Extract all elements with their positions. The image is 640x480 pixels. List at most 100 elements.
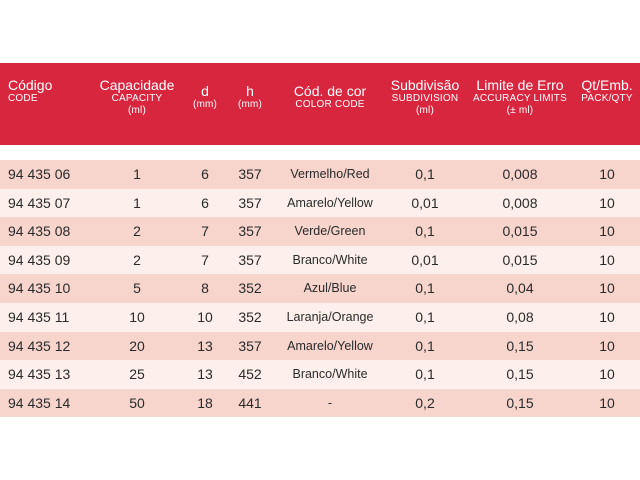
cell-limit: 0,04 bbox=[506, 280, 534, 297]
header-accuracy-main: Limite de Erro bbox=[476, 77, 564, 93]
cell-d: 7 bbox=[201, 223, 209, 240]
cell-color: Amarelo/Yellow bbox=[287, 195, 373, 210]
header-code-sub: CODE bbox=[8, 93, 38, 105]
cell-d: 6 bbox=[201, 194, 209, 211]
cell-capacity: 50 bbox=[129, 394, 145, 411]
header-d: d (mm) bbox=[185, 83, 225, 111]
table-row: 94 435 13 25 13 452 Branco/White 0,1 0,15 10 bbox=[0, 360, 640, 389]
cell-d: 8 bbox=[201, 280, 209, 297]
table-row: 94 435 11 10 10 352 Laranja/Orange 0,1 0,08 10 bbox=[0, 302, 640, 332]
header-code-main: Código bbox=[8, 77, 53, 93]
table-row: 94 435 12 20 13 357 Amarelo/Yellow 0,1 0,15 10 bbox=[0, 331, 640, 361]
cell-code: 94 435 08 bbox=[8, 223, 71, 240]
cell-color: Laranja/Orange bbox=[286, 309, 374, 324]
cell-code: 94 435 07 bbox=[8, 194, 71, 211]
cell-code: 94 435 14 bbox=[8, 394, 71, 411]
header-code: Código CODE bbox=[8, 77, 52, 105]
cell-subdivision: 0,1 bbox=[415, 280, 435, 297]
header-capacity-sub: CAPACITY bbox=[111, 93, 163, 105]
header-d-main: d bbox=[201, 83, 209, 99]
cell-d: 13 bbox=[197, 337, 213, 354]
header-subdivision-unit: (ml) bbox=[415, 104, 434, 116]
header-capacity-main: Capacidade bbox=[99, 77, 175, 93]
cell-subdivision: 0,1 bbox=[415, 337, 435, 354]
header-capacity: Capacidade CAPACITY (ml) bbox=[97, 77, 177, 116]
header-h: h (mm) bbox=[230, 83, 270, 111]
cell-h: 352 bbox=[238, 308, 262, 325]
cell-h: 357 bbox=[238, 251, 262, 268]
cell-d: 6 bbox=[201, 166, 209, 182]
cell-color: - bbox=[327, 395, 333, 410]
header-subdivision-main: Subdivisão bbox=[390, 77, 460, 93]
cell-capacity: 2 bbox=[133, 223, 141, 240]
cell-h: 357 bbox=[238, 223, 262, 240]
cell-h: 441 bbox=[238, 394, 262, 411]
table-body: 94 435 06 1 6 357 Vermelho/Red 0,1 0,008 10 94 4… bbox=[0, 160, 640, 418]
cell-capacity: 5 bbox=[133, 280, 141, 297]
cell-qty: 10 bbox=[599, 251, 615, 268]
header-subdivision-sub: SUBDIVISION bbox=[391, 93, 459, 105]
header-color-main: Cód. de cor bbox=[293, 83, 367, 99]
cell-limit: 0,015 bbox=[502, 223, 538, 240]
cell-qty: 10 bbox=[599, 194, 615, 211]
table-row: 94 435 14 50 18 441 - 0,2 0,15 10 bbox=[0, 388, 640, 418]
cell-color: Azul/Blue bbox=[303, 281, 357, 296]
header-subdivision: Subdivisão SUBDIVISION (ml) bbox=[385, 77, 465, 116]
cell-qty: 10 bbox=[599, 394, 615, 411]
header-qty: Qt/Emb. PACK/QTY bbox=[576, 77, 638, 105]
cell-capacity: 1 bbox=[133, 166, 141, 182]
header-h-unit: (mm) bbox=[237, 99, 263, 111]
cell-capacity: 10 bbox=[129, 308, 145, 325]
cell-h: 352 bbox=[238, 280, 262, 297]
cell-limit: 0,015 bbox=[502, 251, 538, 268]
table-row: 94 435 09 2 7 357 Branco/White 0,01 0,015 10 bbox=[0, 245, 640, 275]
cell-qty: 10 bbox=[599, 280, 615, 297]
table-header: Código CODE Capacidade CAPACITY (ml) d (… bbox=[0, 63, 640, 145]
cell-qty: 10 bbox=[599, 223, 615, 240]
header-color-code: Cód. de cor COLOR CODE bbox=[280, 83, 380, 111]
cell-subdivision: 0,2 bbox=[415, 394, 435, 411]
cell-limit: 0,08 bbox=[506, 308, 534, 325]
cell-color: Branco/White bbox=[292, 252, 368, 267]
cell-h: 357 bbox=[238, 166, 262, 182]
cell-color: Amarelo/Yellow bbox=[287, 338, 373, 353]
cell-code: 94 435 11 bbox=[8, 308, 70, 325]
cell-capacity: 20 bbox=[129, 337, 145, 354]
header-h-main: h bbox=[246, 83, 254, 99]
cell-qty: 10 bbox=[599, 166, 615, 182]
header-accuracy: Limite de Erro ACCURACY LIMITS (± ml) bbox=[470, 77, 570, 116]
cell-h: 357 bbox=[238, 337, 262, 354]
cell-capacity: 2 bbox=[133, 251, 141, 268]
cell-limit: 0,008 bbox=[502, 166, 538, 182]
header-qty-main: Qt/Emb. bbox=[581, 77, 633, 93]
cell-qty: 10 bbox=[599, 366, 615, 383]
cell-d: 13 bbox=[197, 366, 213, 383]
table-row: 94 435 07 1 6 357 Amarelo/Yellow 0,01 0,008 10 bbox=[0, 188, 640, 218]
header-accuracy-unit: (± ml) bbox=[506, 104, 534, 116]
cell-limit: 0,15 bbox=[506, 394, 534, 411]
header-d-unit: (mm) bbox=[192, 99, 218, 111]
table-row: 94 435 10 5 8 352 Azul/Blue 0,1 0,04 10 bbox=[0, 274, 640, 303]
header-qty-sub: PACK/QTY bbox=[581, 93, 633, 105]
cell-code: 94 435 10 bbox=[8, 280, 71, 297]
cell-limit: 0,15 bbox=[506, 366, 534, 383]
header-capacity-unit: (ml) bbox=[127, 104, 146, 116]
header-accuracy-sub: ACCURACY LIMITS bbox=[473, 93, 567, 105]
cell-code: 94 435 13 bbox=[8, 366, 71, 383]
cell-subdivision: 0,01 bbox=[411, 251, 439, 268]
cell-color: Vermelho/Red bbox=[290, 167, 370, 181]
table-row: 94 435 06 1 6 357 Vermelho/Red 0,1 0,008 10 bbox=[0, 160, 640, 189]
cell-h: 357 bbox=[238, 194, 262, 211]
cell-color: Verde/Green bbox=[294, 224, 366, 239]
header-color-sub: COLOR CODE bbox=[295, 99, 365, 111]
cell-limit: 0,008 bbox=[502, 194, 538, 211]
cell-code: 94 435 12 bbox=[8, 337, 71, 354]
cell-subdivision: 0,1 bbox=[415, 366, 435, 383]
cell-d: 10 bbox=[197, 308, 213, 325]
cell-h: 452 bbox=[238, 366, 262, 383]
cell-d: 7 bbox=[201, 251, 209, 268]
cell-color: Branco/White bbox=[292, 367, 368, 382]
cell-d: 18 bbox=[197, 394, 213, 411]
cell-subdivision: 0,01 bbox=[411, 194, 439, 211]
